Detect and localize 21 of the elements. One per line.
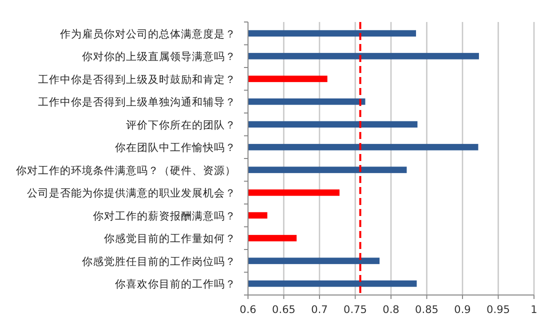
- y-tick-label: 你对工作的环境条件满意吗？（硬件、资源）: [16, 164, 236, 177]
- y-tick-label: 你在团队中工作愉快吗？: [115, 141, 236, 154]
- y-tick-label: 你喜欢你目前的工作吗？: [115, 278, 236, 291]
- x-tick-label: 0.85: [415, 304, 438, 316]
- y-tick-label: 工作中你是否得到上级单独沟通和辅导？: [38, 96, 236, 109]
- y-tick-label: 你感觉目前的工作量如何？: [104, 232, 236, 246]
- x-tick-label: 0.7: [311, 304, 328, 316]
- y-tick-label: 你对你的上级直属领导满意吗？: [82, 50, 236, 64]
- x-tick-label: 0.65: [272, 304, 296, 316]
- x-tick-label: 0.6: [240, 304, 257, 316]
- y-tick-label: 作为雇员你对公司的总体满意度是？: [59, 27, 236, 40]
- y-tick-label: 你对工作的薪资报酬满意吗？: [93, 209, 236, 222]
- y-tick-label: 公司是否能为你提供满意的职业发展机会？: [27, 186, 236, 200]
- x-tick-label: 0.8: [382, 304, 400, 316]
- y-tick-label: 你感觉胜任目前的工作岗位吗？: [82, 254, 236, 268]
- x-tick-label: 1: [530, 304, 538, 316]
- y-tick-label: 评价下你所在的团队？: [126, 118, 236, 132]
- x-tick-label: 0.75: [344, 304, 367, 316]
- y-tick-label: 工作中你是否得到上级及时鼓励和肯定？: [38, 72, 236, 86]
- x-tick-label: 0.95: [486, 304, 510, 316]
- x-tick-label: 0.9: [454, 304, 471, 316]
